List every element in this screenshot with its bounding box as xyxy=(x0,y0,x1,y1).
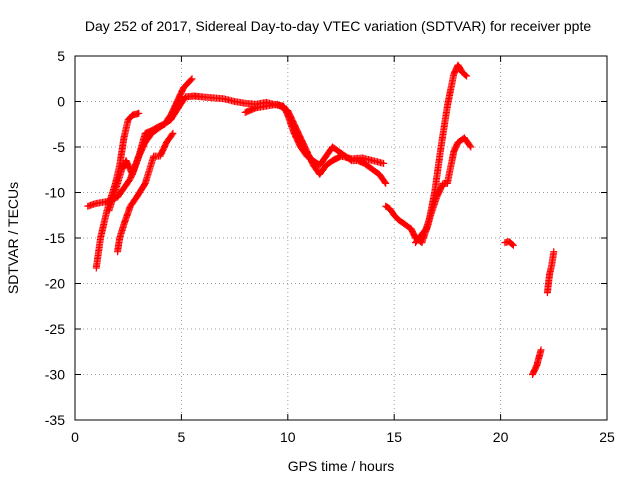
grid-layer xyxy=(75,56,607,420)
y-tick-label: 5 xyxy=(57,48,65,64)
chart-title: Day 252 of 2017, Sidereal Day-to-day VTE… xyxy=(85,18,592,34)
y-tick-label: -10 xyxy=(45,185,65,201)
x-tick-label: 5 xyxy=(178,429,186,445)
series-track-h xyxy=(412,134,475,247)
y-tick-label: -15 xyxy=(45,230,65,246)
x-tick-label: 25 xyxy=(599,429,615,445)
series-track-g xyxy=(382,61,471,247)
x-tick-label: 20 xyxy=(493,429,509,445)
y-tick-label: -5 xyxy=(53,139,66,155)
series-track-e xyxy=(190,92,390,187)
data-point-markers xyxy=(190,92,390,187)
data-point-markers xyxy=(501,238,517,249)
data-point-markers xyxy=(382,61,471,247)
y-tick-label: -35 xyxy=(45,412,65,428)
x-tick-label: 10 xyxy=(280,429,296,445)
x-tick-label: 0 xyxy=(71,429,79,445)
series-track-f xyxy=(241,100,388,178)
data-point-markers xyxy=(105,75,196,215)
data-point-markers xyxy=(412,134,475,247)
y-tick-label: -20 xyxy=(45,276,65,292)
plot-frame xyxy=(74,55,608,421)
y-tick-label: -30 xyxy=(45,367,65,383)
series-track-k xyxy=(543,248,558,297)
data-point-markers xyxy=(529,346,545,378)
y-axis-label: SDTVAR / TECUs xyxy=(5,182,21,294)
data-point-markers xyxy=(543,248,558,297)
x-axis-label: GPS time / hours xyxy=(288,458,395,474)
data-point-markers xyxy=(241,100,388,178)
series-track-j xyxy=(529,346,545,378)
data-layer xyxy=(84,61,558,378)
axis-layer: 0 5 10 15 20 25 5 0 -5 -10 -15 -20 -25 -30 -35 xyxy=(45,48,615,445)
series-track-i xyxy=(501,238,517,249)
y-tick-label: 0 xyxy=(57,94,65,110)
x-tick-label: 15 xyxy=(386,429,402,445)
data-point-markers xyxy=(114,129,177,256)
series-track-d xyxy=(114,129,177,256)
y-tick-label: -25 xyxy=(45,321,65,337)
series-track-c xyxy=(105,75,196,215)
